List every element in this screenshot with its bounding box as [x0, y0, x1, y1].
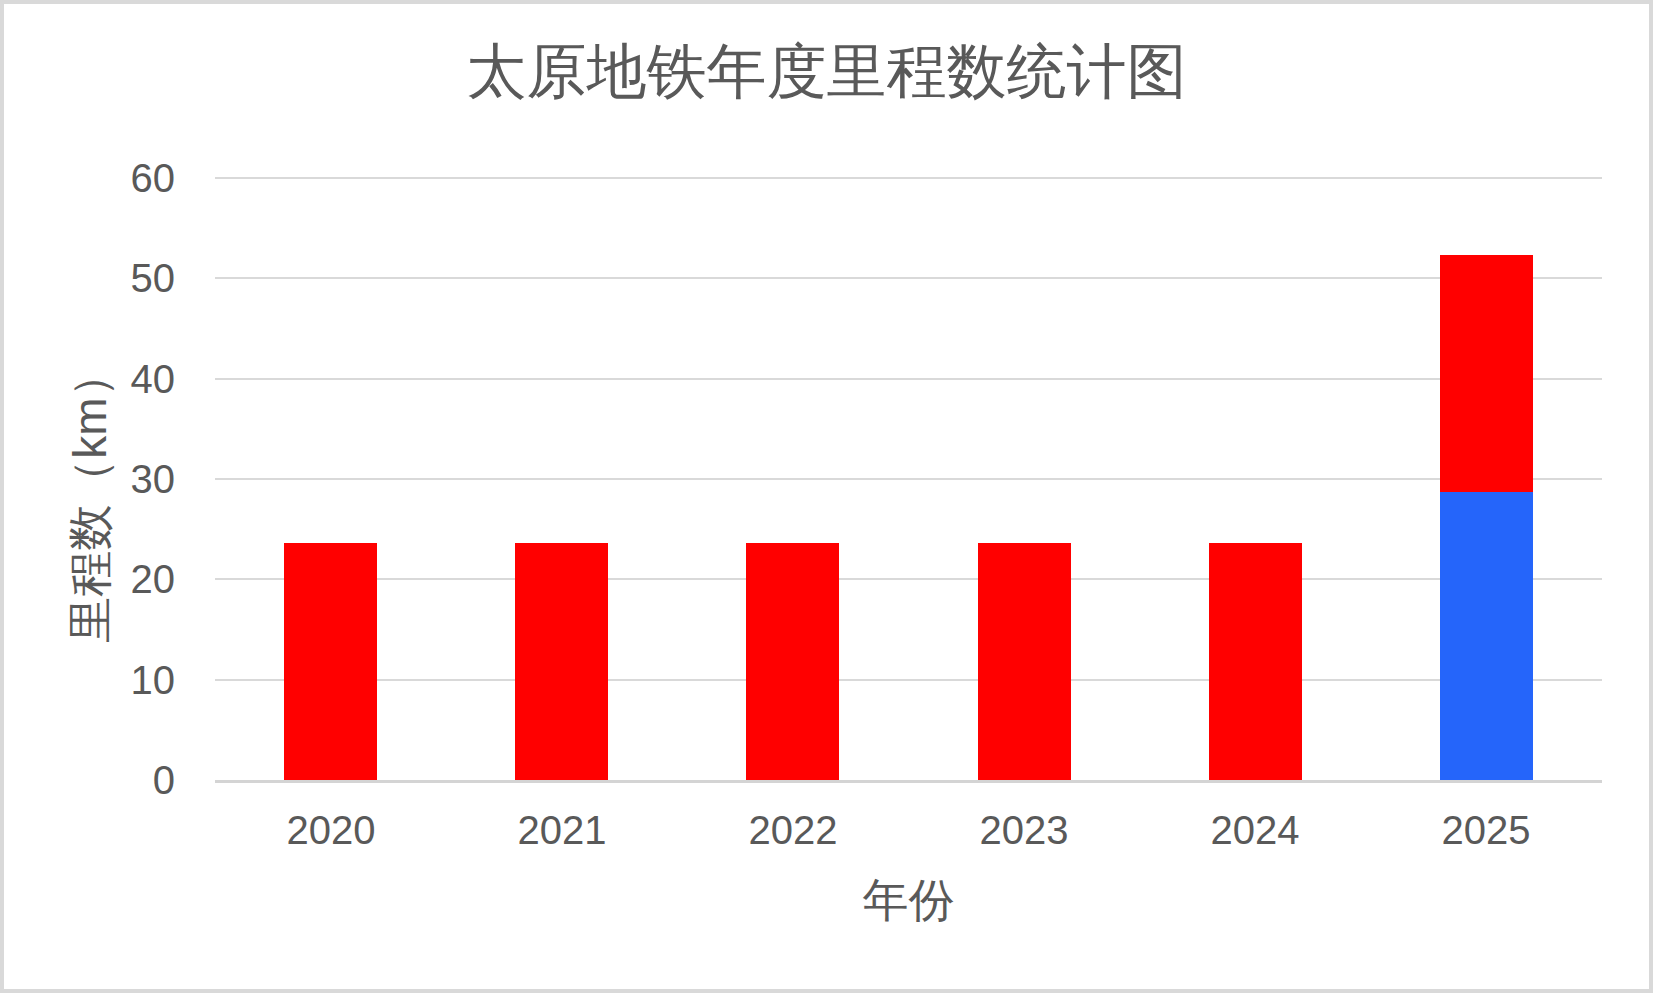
x-tick-label-2024: 2024 — [1145, 806, 1365, 854]
bar-2023-red-series — [978, 543, 1071, 780]
x-tick-label-2025: 2025 — [1376, 806, 1596, 854]
y-tick-label-50: 50 — [5, 254, 175, 302]
gridline-60 — [215, 177, 1602, 179]
gridline-30 — [215, 478, 1602, 480]
y-tick-label-10: 10 — [5, 656, 175, 704]
gridline-10 — [215, 679, 1602, 681]
bar-2022-red-series — [746, 543, 839, 780]
y-tick-label-60: 60 — [5, 154, 175, 202]
x-tick-label-2022: 2022 — [683, 806, 903, 854]
gridline-0 — [215, 780, 1602, 783]
chart-title: 太原地铁年度里程数统计图 — [0, 38, 1653, 106]
bar-2021-red-series — [515, 543, 608, 780]
y-tick-label-0: 0 — [5, 756, 175, 804]
bar-2025-blue-series — [1440, 492, 1533, 780]
y-axis-title: 里程数（km） — [63, 351, 117, 642]
x-tick-label-2020: 2020 — [221, 806, 441, 854]
gridline-20 — [215, 578, 1602, 580]
gridline-50 — [215, 277, 1602, 279]
x-tick-label-2023: 2023 — [914, 806, 1134, 854]
bar-2024-red-series — [1209, 543, 1302, 780]
bar-2020-red-series — [284, 543, 377, 780]
x-tick-label-2021: 2021 — [452, 806, 672, 854]
x-axis-title: 年份 — [215, 873, 1602, 927]
gridline-40 — [215, 378, 1602, 380]
bar-2025-red-series — [1440, 255, 1533, 492]
chart-screenshot: { "chart_data": { "type": "bar", "stacke… — [0, 0, 1653, 993]
